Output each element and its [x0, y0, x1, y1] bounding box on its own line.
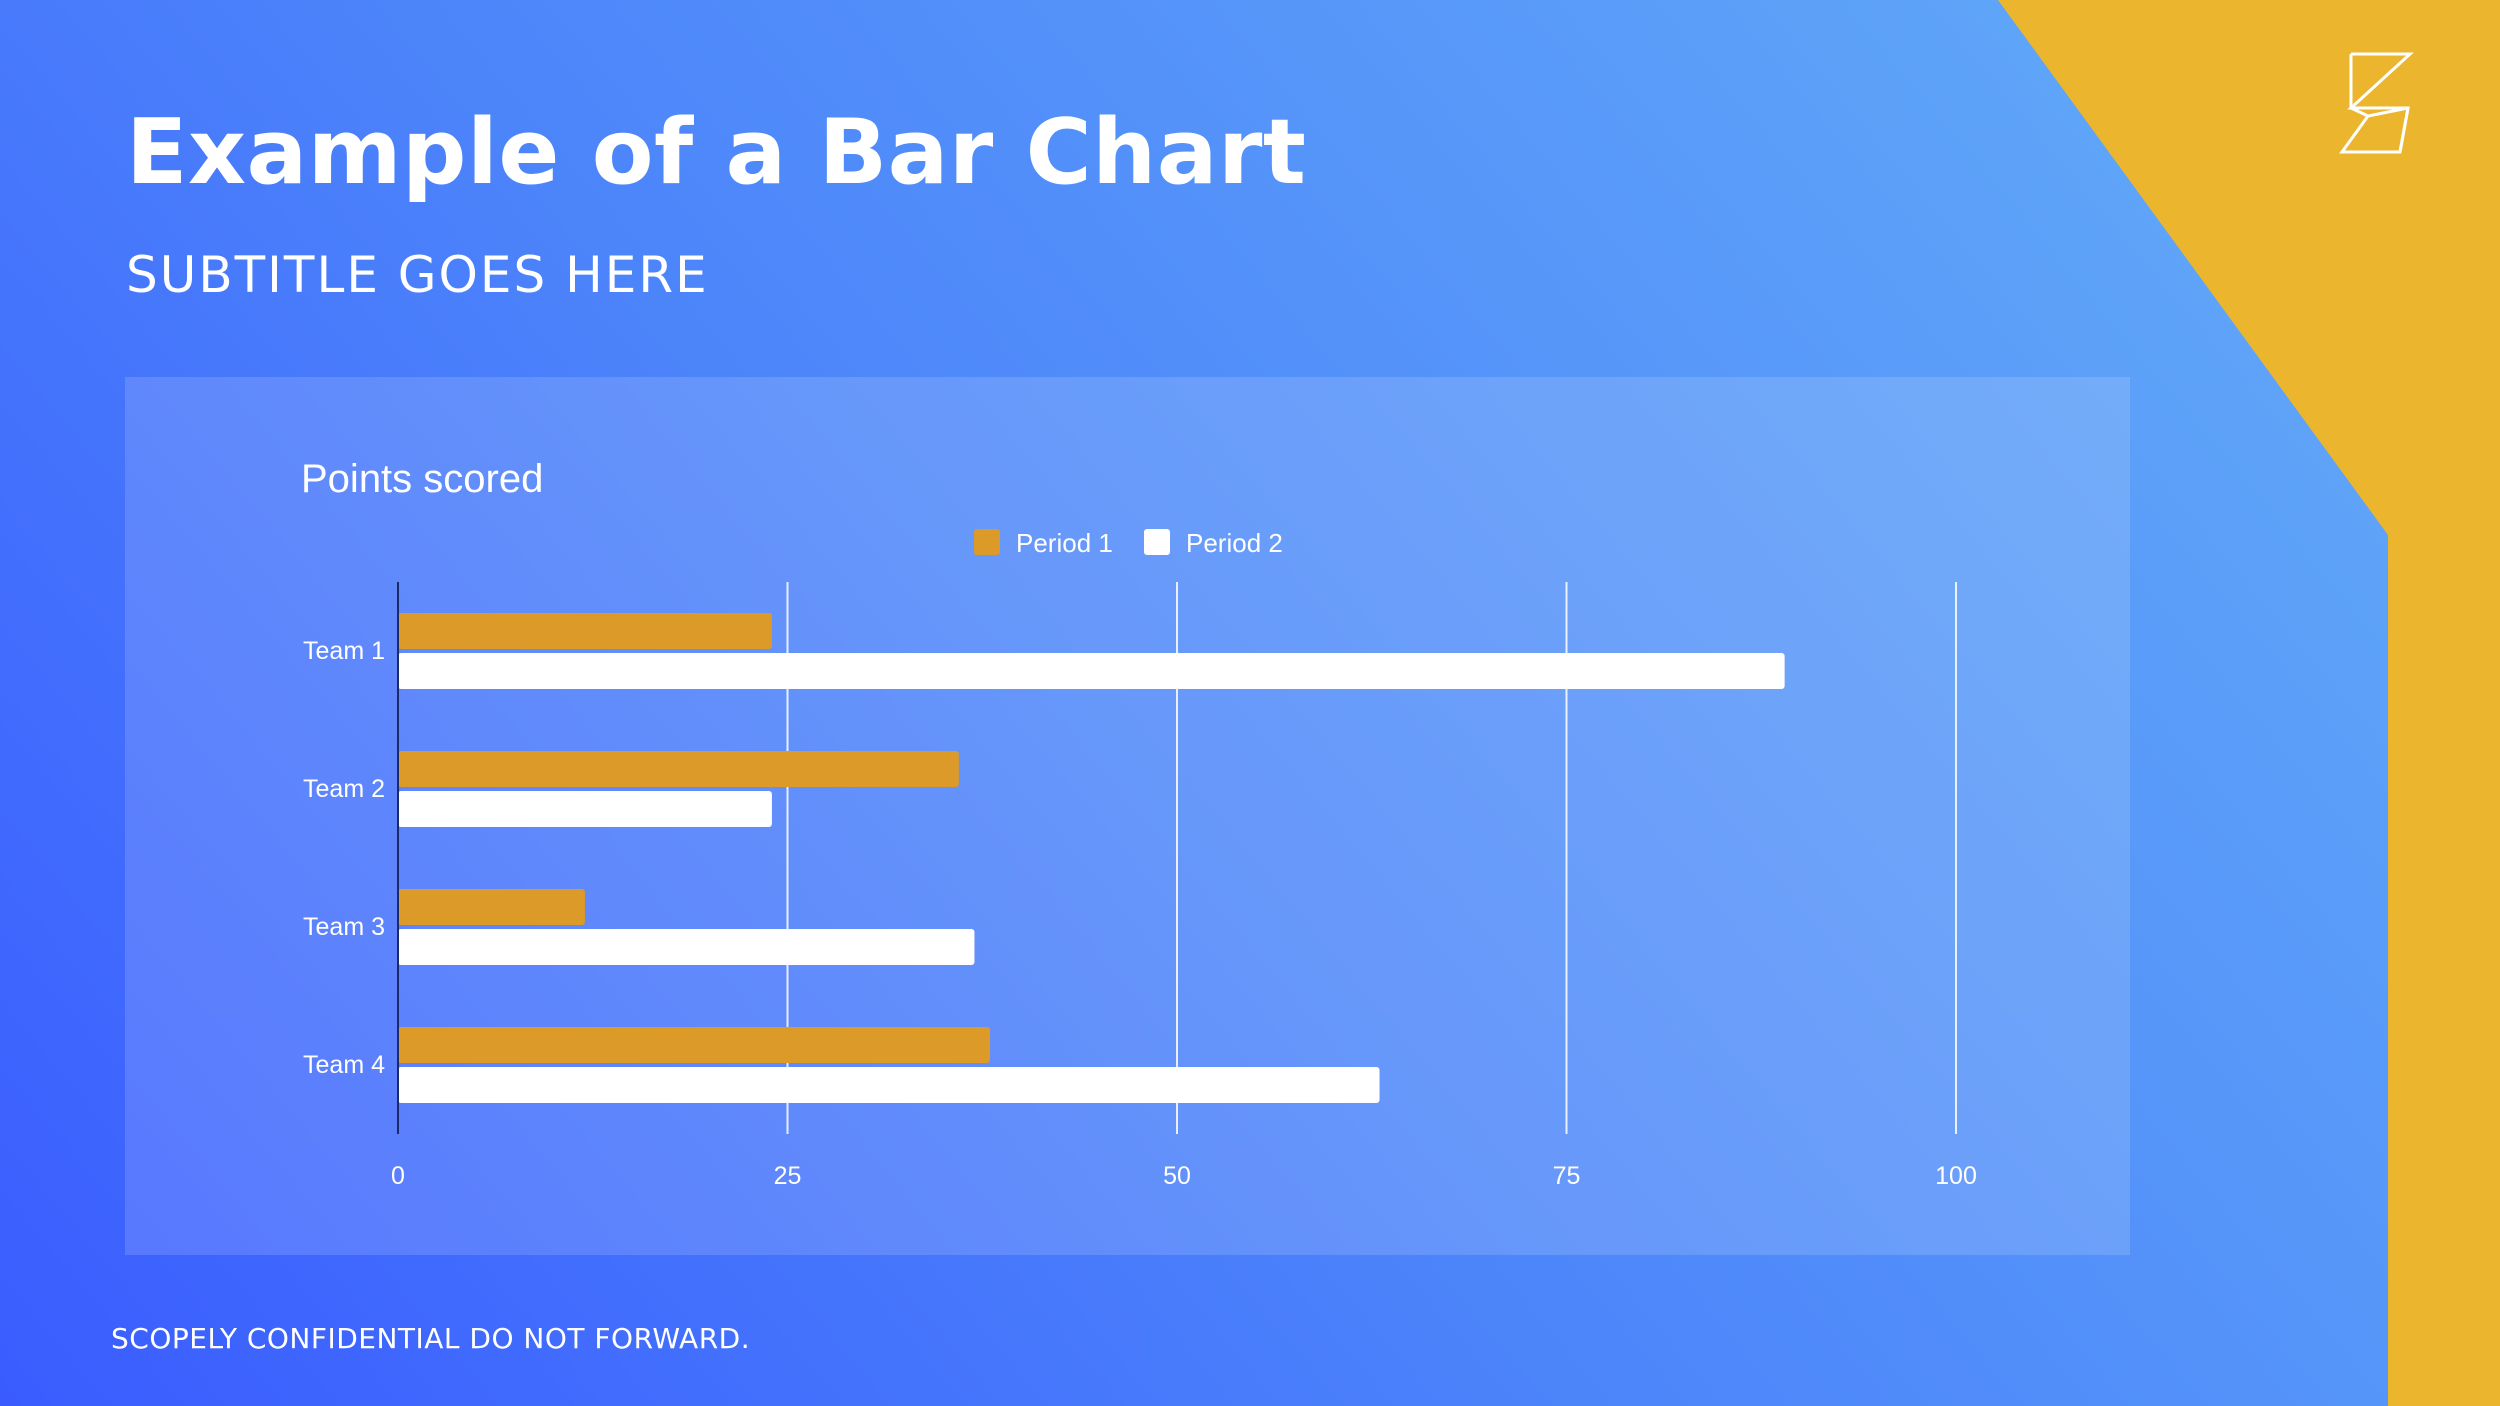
x-tick-label: 75 [1553, 1162, 1581, 1190]
y-category-label: Team 1 [303, 637, 385, 665]
slide-subtitle: SUBTITLE GOES HERE [126, 246, 709, 304]
chart-panel: Points scored Period 1 Period 2 Team 1 Tea… [125, 377, 2130, 1255]
slide-title: Example of a Bar Chart [126, 100, 1307, 205]
chart-legend: Period 1 Period 2 [974, 528, 1283, 558]
legend-swatch [974, 529, 1000, 555]
bar-1 [398, 889, 585, 925]
x-tick-label: 50 [1163, 1162, 1191, 1190]
legend-swatch [1144, 529, 1170, 555]
x-tick-label: 25 [774, 1162, 802, 1190]
x-tick-label: 0 [391, 1162, 405, 1190]
x-tick-label: 100 [1935, 1162, 1977, 1190]
bar-chart: Points scored Period 1 Period 2 Team 1Tea… [301, 457, 1977, 1190]
legend-label: Period 2 [1186, 528, 1283, 558]
bar-2 [398, 791, 772, 827]
bar-1 [398, 1027, 991, 1063]
bar-2 [398, 929, 975, 965]
x-axis-labels: 0 25 50 75 100 [391, 1162, 1977, 1190]
legend-label: Period 1 [1016, 528, 1113, 558]
y-axis-labels: Team 1 Team 2 Team 3 Team 4 [303, 637, 385, 1079]
confidential-footer: SCOPELY CONFIDENTIAL DO NOT FORWARD. [111, 1322, 751, 1355]
bar-1 [398, 751, 959, 787]
y-category-label: Team 2 [303, 775, 385, 803]
bar-1 [398, 613, 772, 649]
y-category-label: Team 4 [303, 1051, 385, 1079]
y-category-label: Team 3 [303, 913, 385, 941]
bar-2 [398, 1067, 1380, 1103]
scopely-logo-icon [2339, 52, 2414, 154]
bar-2 [398, 653, 1785, 689]
chart-title: Points scored [301, 457, 543, 501]
chart-bars [398, 613, 1785, 1103]
